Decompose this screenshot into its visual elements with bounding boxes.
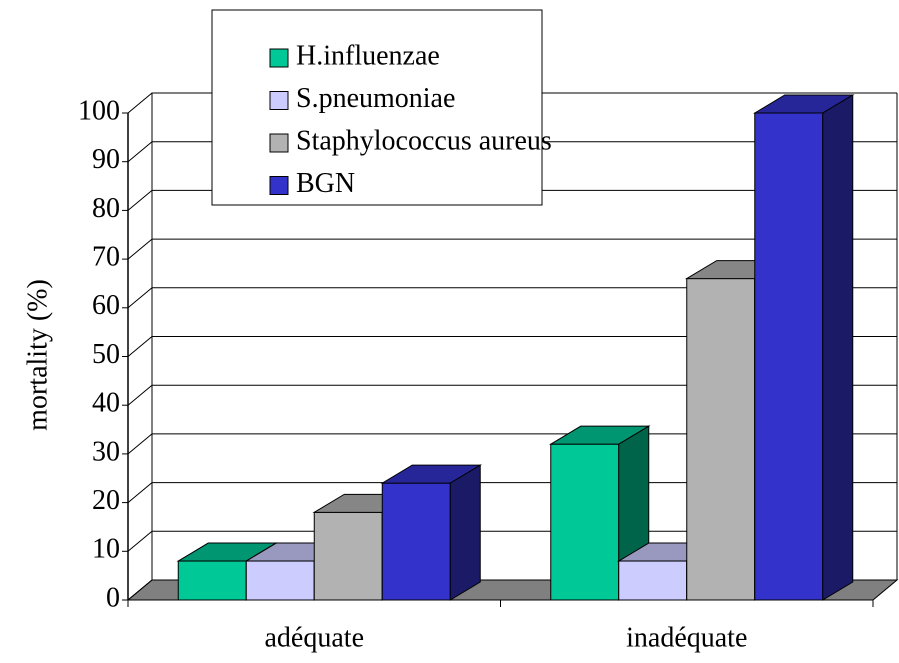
y-tick-label: 30 (92, 436, 120, 467)
y-tick-label: 70 (92, 242, 120, 273)
bar-front (245, 560, 315, 601)
bar-side (822, 94, 854, 601)
legend-swatch (269, 176, 289, 195)
grid-line (127, 92, 897, 114)
bar-front (177, 560, 247, 601)
grid-line (127, 238, 897, 260)
bar-front (686, 278, 756, 601)
grid-line (127, 141, 897, 163)
y-tick-label: 0 (106, 582, 120, 613)
legend-swatch (269, 91, 289, 110)
bar-front (381, 482, 451, 601)
x-tick-label: adéquate (265, 622, 365, 653)
y-tick-label: 80 (92, 193, 120, 224)
y-tick-label: 60 (92, 290, 120, 321)
bar-side (449, 464, 481, 601)
grid-line (127, 287, 897, 309)
bar-front (313, 511, 383, 601)
y-tick-label: 90 (92, 144, 120, 175)
bar-front (754, 112, 824, 601)
bar (380, 464, 483, 601)
y-tick-label: 20 (92, 485, 120, 516)
legend-swatch (269, 133, 289, 153)
y-tick-label: 10 (92, 534, 120, 565)
legend-box (211, 9, 543, 206)
legend-label: Staphylococcus aureus (296, 125, 552, 156)
legend-label: BGN (296, 168, 355, 199)
y-tick-label: 50 (92, 339, 120, 370)
y-axis-label: mortality (%) (22, 279, 53, 431)
bar-front (550, 443, 620, 601)
grid-line (127, 384, 897, 406)
grid-line (127, 336, 897, 357)
legend-swatch (269, 48, 289, 68)
legend-label: H.influenzae (296, 40, 440, 71)
legend-label: S.pneumoniae (296, 83, 455, 114)
y-tick-label: 100 (78, 95, 120, 126)
bar-front (618, 560, 688, 601)
y-tick-label: 40 (92, 388, 120, 419)
bar (752, 94, 855, 601)
x-tick-label: inadéquate (626, 622, 747, 653)
grid-line (127, 189, 897, 211)
